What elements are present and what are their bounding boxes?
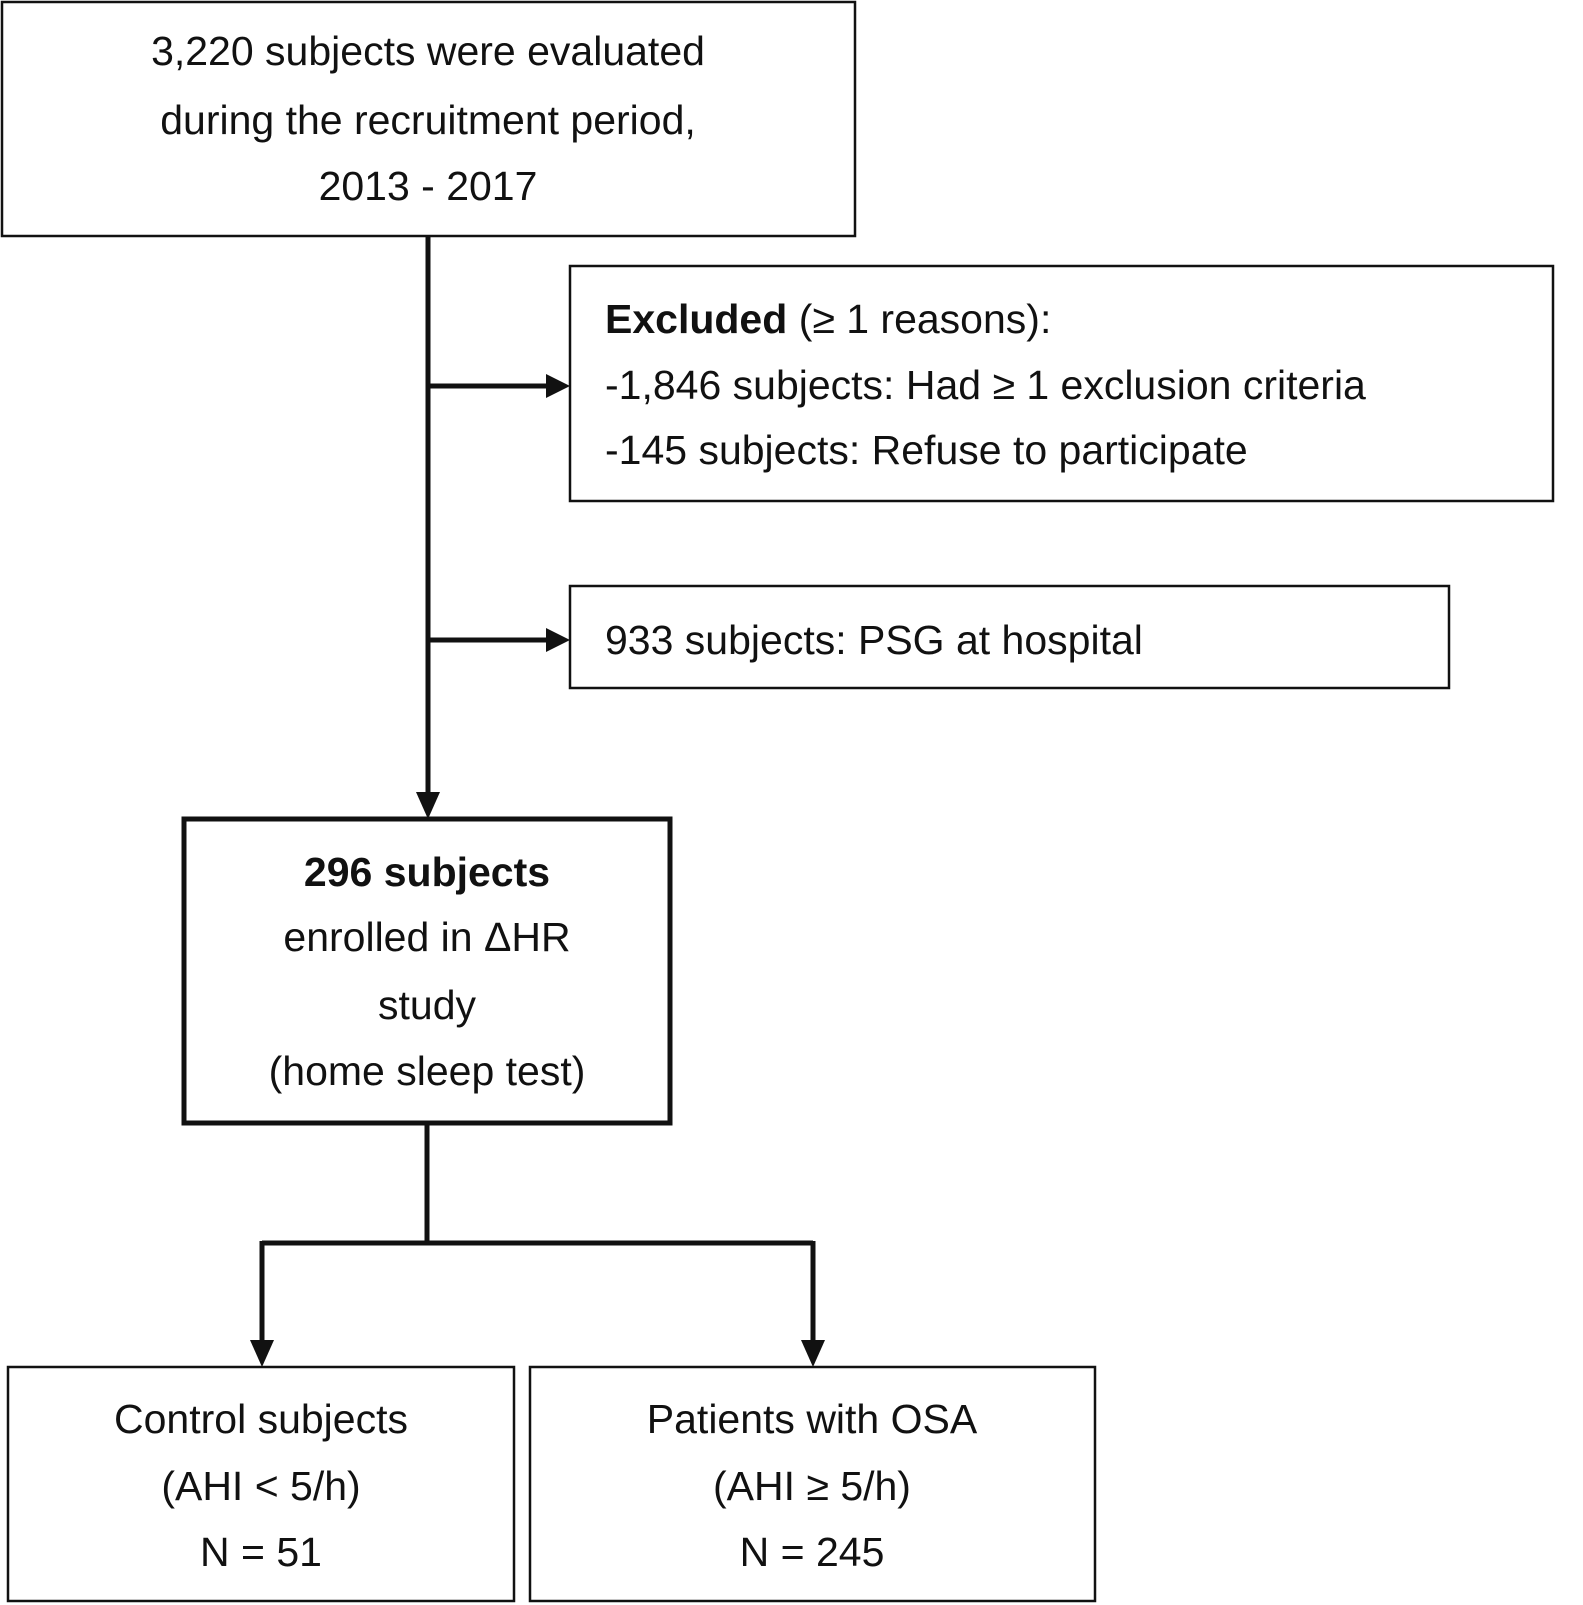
heading-bold: Excluded [605, 296, 787, 342]
arrowhead [546, 374, 570, 398]
node-text: 933 subjects: PSG at hospital [605, 617, 1143, 663]
node-text: enrolled in ΔHR [283, 914, 570, 960]
node-text: during the recruitment period, [160, 97, 696, 143]
heading-bold: 296 subjects [304, 849, 550, 895]
node-text: N = 51 [200, 1529, 322, 1575]
node-text: -145 subjects: Refuse to participate [605, 427, 1248, 473]
node-text: Control subjects [114, 1396, 408, 1442]
osa-box [528, 1365, 1097, 1603]
psg-box [568, 584, 1451, 690]
control-box [6, 1365, 516, 1603]
arrowhead [250, 1340, 274, 1367]
node-heading: Excluded (≥ 1 reasons): [605, 296, 1051, 342]
evaluated-box [0, 0, 857, 238]
node-text: 3,220 subjects were evaluated [151, 28, 705, 74]
excluded-box [568, 264, 1555, 503]
node-text: study [378, 982, 476, 1028]
node-text: N = 245 [740, 1529, 885, 1575]
node-text: (AHI < 5/h) [161, 1463, 360, 1509]
node-text: (AHI ≥ 5/h) [713, 1463, 911, 1509]
enrolled-box [181, 816, 673, 1126]
node-text: (home sleep test) [269, 1048, 586, 1094]
node-heading: 296 subjects [304, 849, 550, 895]
connector [259, 1123, 816, 1344]
node-text: Patients with OSA [647, 1396, 978, 1442]
node-text: 2013 - 2017 [319, 163, 538, 209]
arrowhead [416, 792, 440, 819]
heading-note: (≥ 1 reasons): [799, 296, 1052, 342]
arrowhead [546, 628, 570, 652]
node-text: -1,846 subjects: Had ≥ 1 exclusion crite… [605, 362, 1366, 408]
arrowhead [801, 1340, 825, 1367]
